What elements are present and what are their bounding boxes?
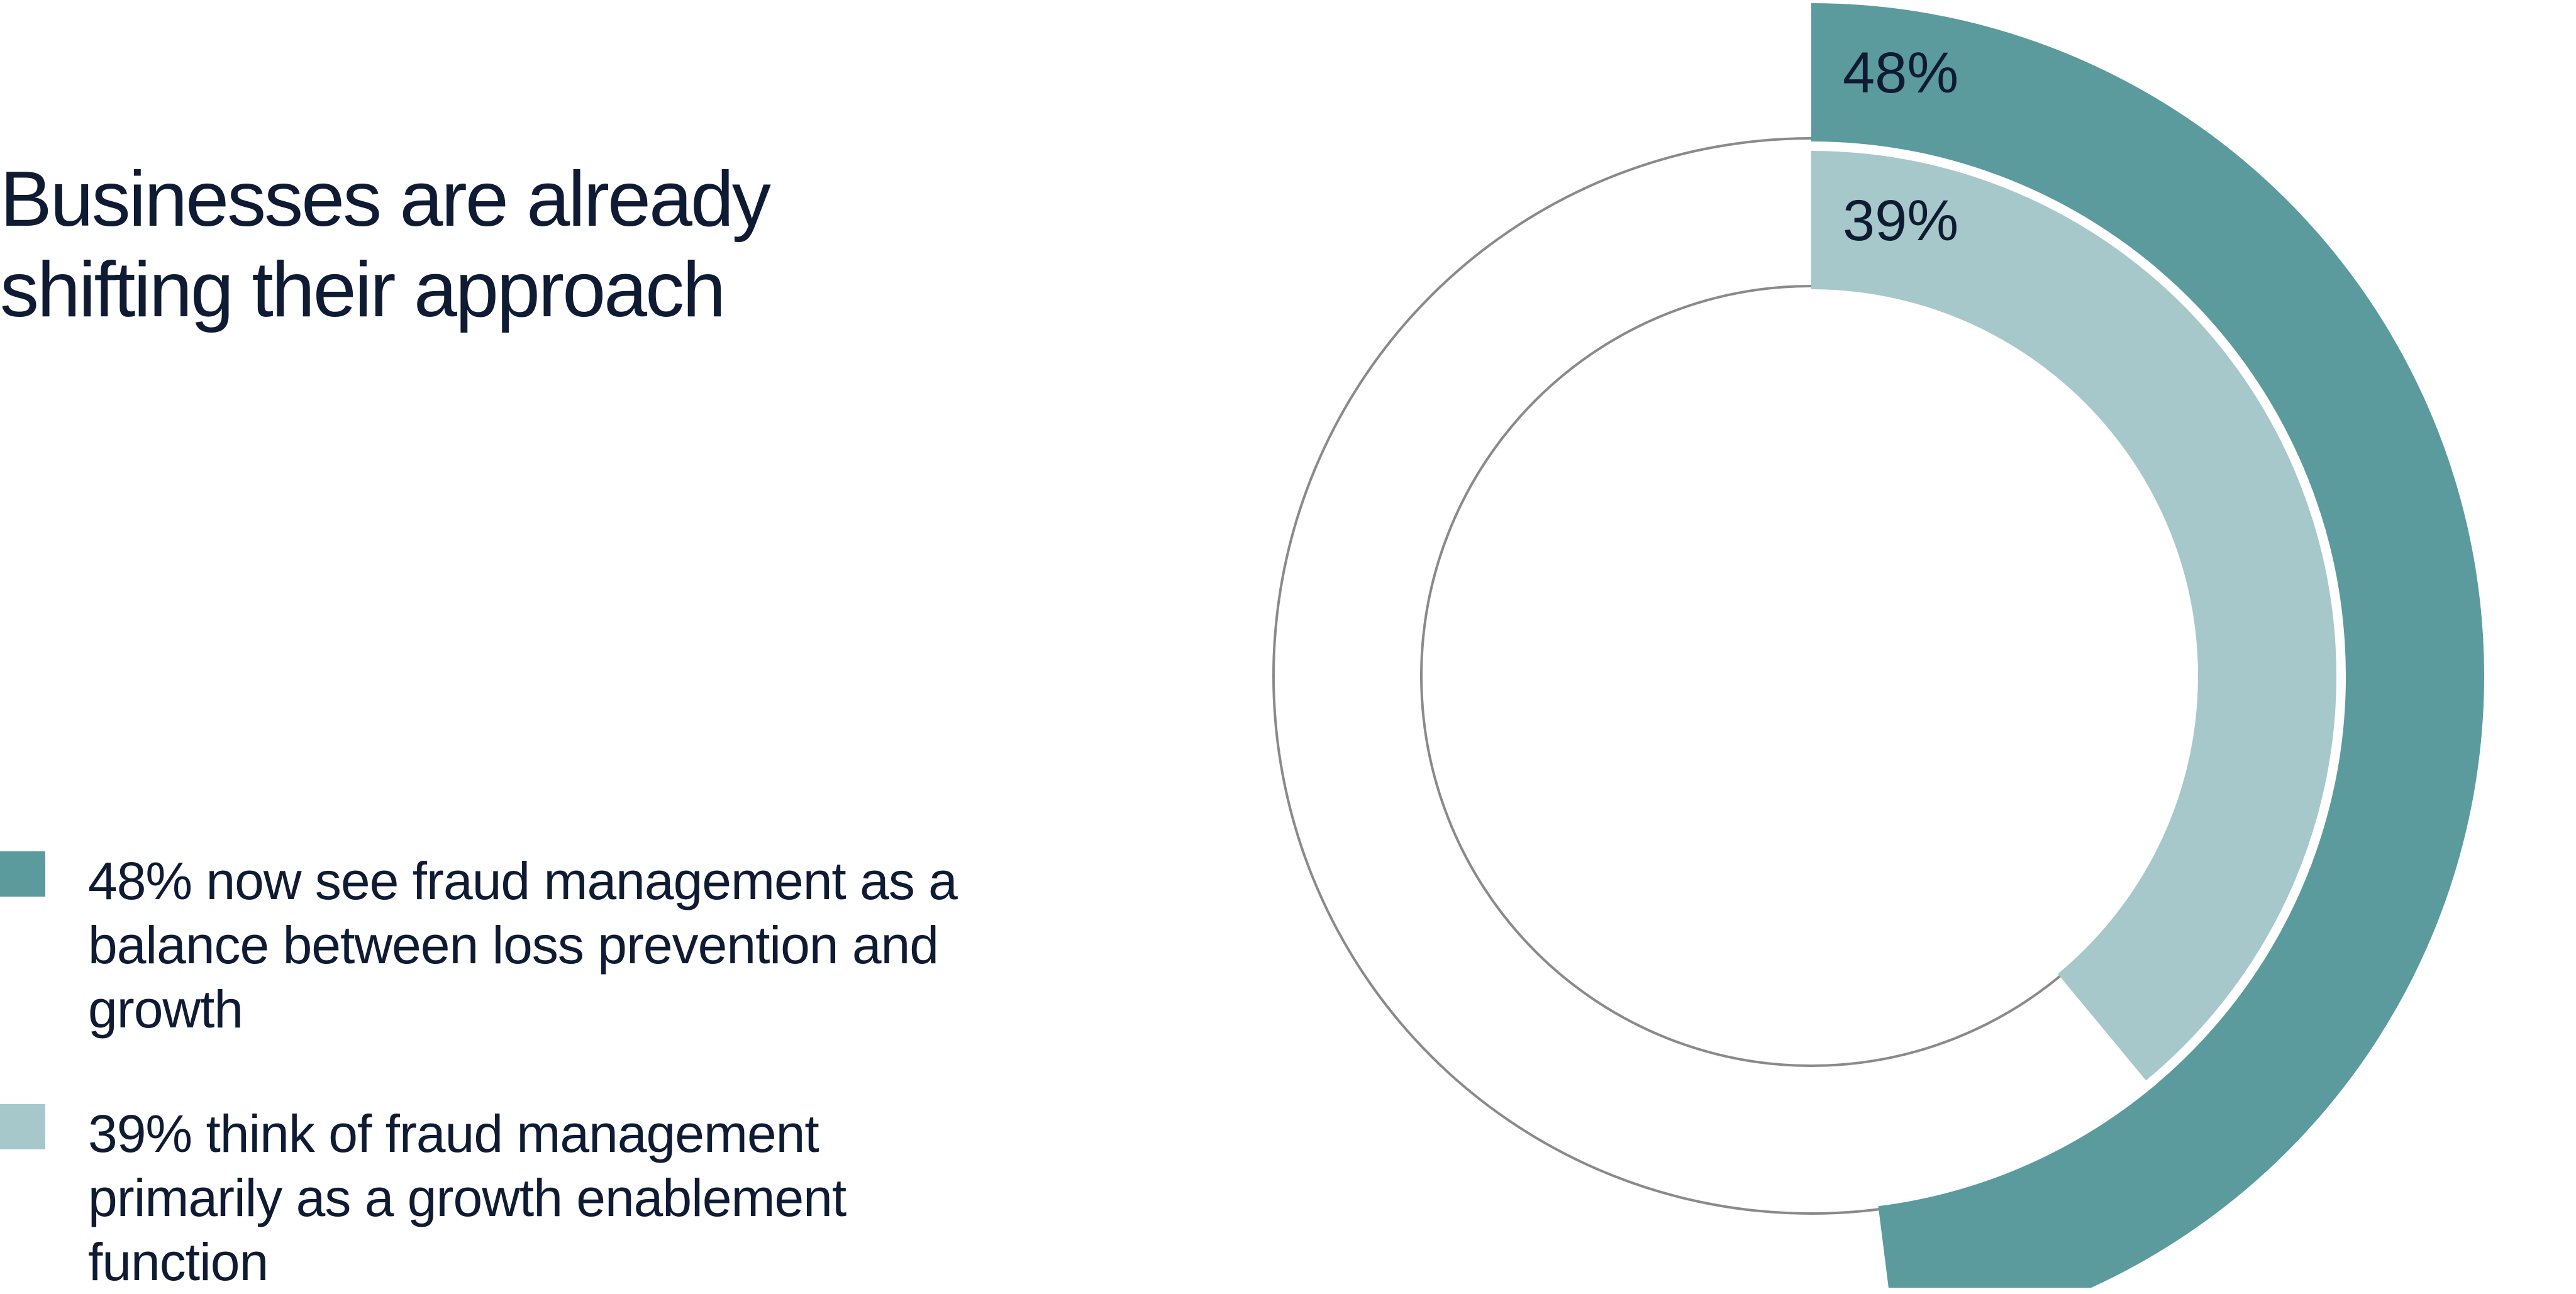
arc-separator bbox=[1811, 143, 2345, 1098]
legend-label-growth: 39% think of fraud management primarily … bbox=[88, 1104, 847, 1291]
legend-swatch-balance bbox=[0, 851, 45, 897]
legend-swatch-growth bbox=[0, 1104, 45, 1149]
data-label-inner: 39% bbox=[1843, 189, 1958, 253]
data-label-outer: 48% bbox=[1843, 41, 1958, 105]
legend-label-balance: 48% now see fraud management as a balanc… bbox=[88, 851, 958, 1039]
arc-inner bbox=[1811, 151, 2336, 1081]
radial-bar-chart: 48% 39% bbox=[1272, 3, 2484, 1288]
track-inner bbox=[1420, 285, 2202, 1067]
page-title: Businesses are already shifting their ap… bbox=[0, 156, 771, 333]
arc-outer bbox=[1811, 3, 2484, 1288]
